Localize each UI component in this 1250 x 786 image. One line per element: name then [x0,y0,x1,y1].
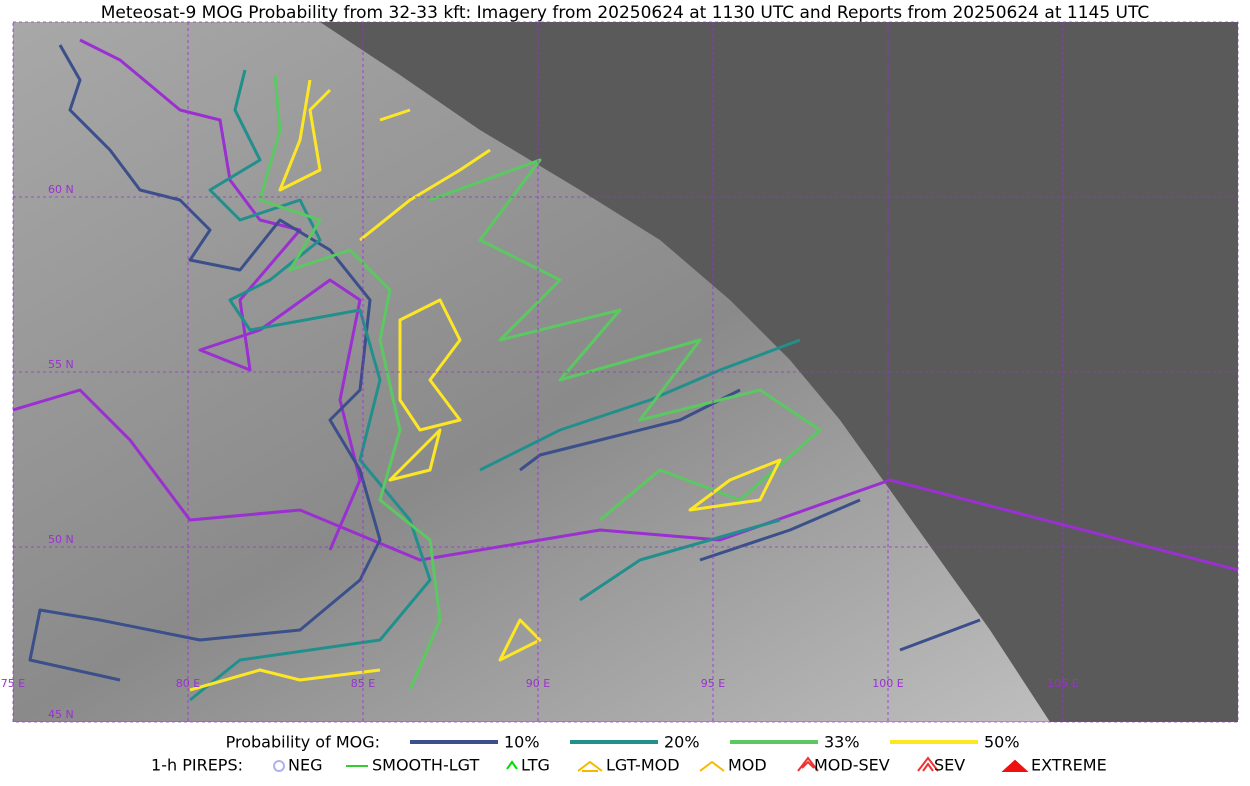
lat-label: 55 N [48,358,74,371]
legend-label: SEV [934,756,965,775]
title: Meteosat-9 MOG Probability from 32-33 kf… [101,3,1150,23]
legend-label: EXTREME [1031,756,1107,775]
map [13,22,1238,722]
legend-label: 10% [504,733,540,752]
pirep-symbol [577,760,603,772]
pirep-symbol [1001,759,1029,772]
lon-label: 100 E [872,677,903,690]
pirep-symbol [506,760,518,770]
legend-label: 20% [664,733,700,752]
legend-label: LTG [521,756,550,775]
map-frame [12,21,1239,723]
legend-probability-label: Probability of MOG: [226,733,380,752]
contour-10 [28,44,981,682]
lon-label: 85 E [351,677,375,690]
legend-pireps-label: 1-h PIREPS: [151,756,243,775]
no-data-region [320,22,1238,722]
legend-label: NEG [288,756,322,775]
legend-label: 33% [824,733,860,752]
lon-label: 105 E [1047,677,1078,690]
pirep-symbol [699,760,725,772]
legend-label: MOD-SEV [814,756,890,775]
lat-label: 45 N [48,708,74,721]
graticule [13,22,1238,722]
border [13,38,1238,572]
legend-label: SMOOTH-LGT [372,756,479,775]
legend-label: 50% [984,733,1020,752]
lat-label: 50 N [48,533,74,546]
legend-label: MOD [728,756,767,775]
contour-20 [189,69,801,702]
pirep-symbol [917,756,939,772]
lon-label: 80 E [176,677,200,690]
lon-label: 95 E [701,677,725,690]
contour-50 [189,79,782,692]
coordinate-labels: 60 N 55 N 50 N 45 N 75 E 80 E 85 E 90 E 95 E 100 … [1,183,1079,721]
legend-label: LGT-MOD [606,756,680,775]
lat-label: 60 N [48,183,74,196]
contour-33 [258,74,822,691]
pirep-symbol [273,760,285,772]
legend: Probability of MOG: 1-h PIREPS: 10% 20% 33… [151,733,1107,775]
lon-label: 75 E [1,677,25,690]
lon-label: 90 E [526,677,550,690]
pirep-symbol [797,756,819,772]
